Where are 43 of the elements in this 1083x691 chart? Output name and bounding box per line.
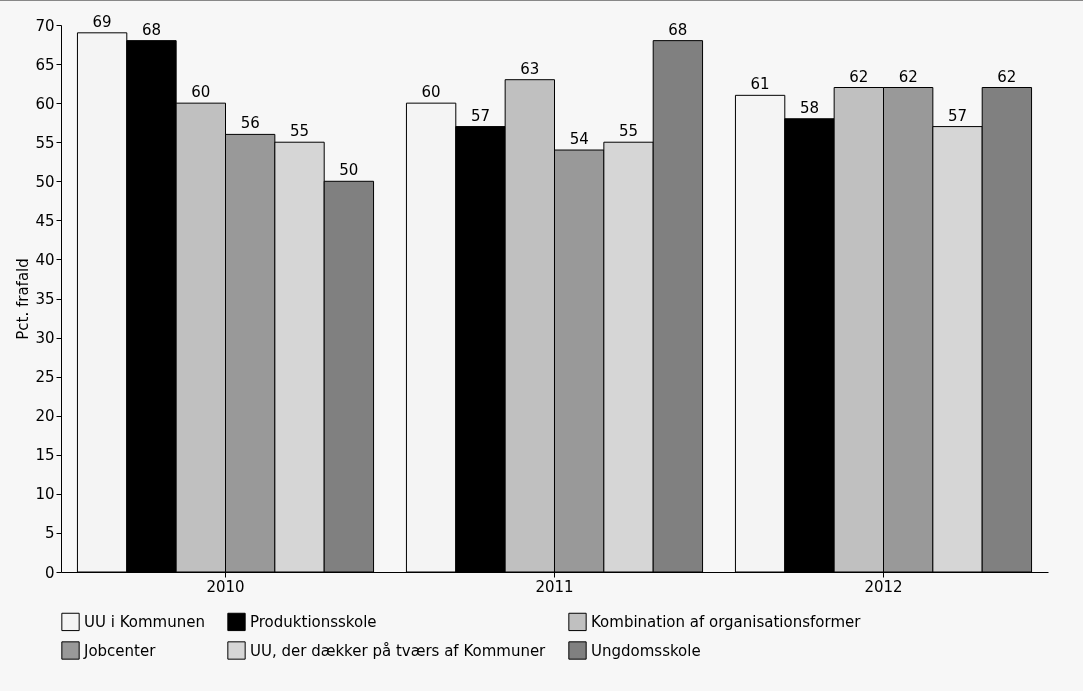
data-label: 62 <box>898 67 918 86</box>
legend-label: Jobcenter <box>83 641 157 660</box>
y-tick-label: 50 <box>35 172 55 191</box>
data-label: 50 <box>339 161 359 180</box>
data-label: 57 <box>947 106 968 125</box>
legend-label: UU i Kommunen <box>84 612 205 631</box>
y-tick-label: 40 <box>35 250 55 269</box>
y-tick-label: 60 <box>35 94 55 113</box>
y-tick-label: 45 <box>35 211 55 230</box>
y-tick-label: 70 <box>35 16 55 35</box>
data-label: 58 <box>799 98 820 117</box>
y-tick-label: 10 <box>35 485 55 504</box>
y-tick-label: 65 <box>35 55 55 74</box>
y-axis-title: Pct. frafald <box>14 258 33 340</box>
x-tick-label: 2012 <box>864 577 903 596</box>
x-tick-label: 2011 <box>535 577 574 596</box>
y-tick-label: 5 <box>44 524 55 543</box>
data-label: 60 <box>191 83 211 102</box>
legend-label: UU, der dækker på tværs af Kommuner <box>250 641 547 660</box>
y-tick-label: 55 <box>35 133 55 152</box>
data-label: 62 <box>997 67 1017 86</box>
y-tick-label: 25 <box>35 368 55 387</box>
legend-label: Produktionsskole <box>250 612 377 631</box>
data-label: 55 <box>289 122 310 141</box>
x-tick-label: 2010 <box>206 577 245 596</box>
data-label: 62 <box>849 67 869 86</box>
data-label: 56 <box>240 114 260 133</box>
legend-label: Ungdomsskole <box>591 641 701 660</box>
data-label: 57 <box>470 106 491 125</box>
y-tick-label: 30 <box>35 329 55 348</box>
data-label: 63 <box>520 59 540 78</box>
y-tick-label: 0 <box>44 563 55 582</box>
y-tick-label: 35 <box>35 290 55 308</box>
legend-label: Kombination af organisationsformer <box>591 612 862 631</box>
data-label: 55 <box>618 122 639 141</box>
data-label: 68 <box>141 20 162 39</box>
data-label: 68 <box>668 20 688 39</box>
y-tick-label: 15 <box>35 446 55 465</box>
data-label: 60 <box>421 83 441 102</box>
data-label: 54 <box>569 130 589 149</box>
data-label: 61 <box>750 75 770 94</box>
data-label: 69 <box>92 12 112 31</box>
y-tick-label: 20 <box>35 407 55 426</box>
